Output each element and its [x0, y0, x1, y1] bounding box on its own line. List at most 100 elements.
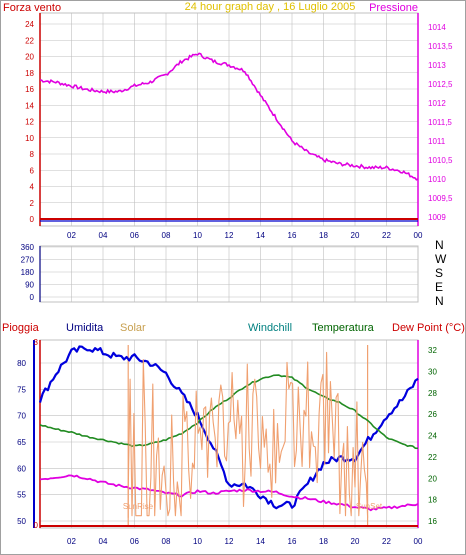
top-hour-axis: 02 04 06 08 10 12 14 16 18 20 22 00: [67, 231, 423, 240]
dewpoint-line: [39, 474, 419, 512]
compass-label: E: [435, 280, 443, 294]
temperature-tick-label: 32: [428, 346, 437, 355]
temperature-tick-label: 28: [428, 389, 437, 398]
top-hour-tick-label: 20: [351, 231, 360, 240]
top-right-tick-label: 1010,5: [428, 156, 453, 165]
top-left-tick-label: 24: [25, 20, 34, 29]
bottom-legend-label: Dew Point (°C): [392, 322, 465, 334]
humidity-tick-label: 55: [17, 491, 26, 500]
compass-label: S: [435, 266, 443, 280]
bottom-hour-tick-label: 10: [193, 537, 202, 546]
top-left-tick-label: 14: [25, 101, 34, 110]
top-left-tick-label: 22: [25, 36, 34, 45]
top-right-tick-label: 1010: [428, 175, 446, 184]
mid-left-tick-label: 270: [21, 256, 35, 265]
top-right-tick-label: 1009,5: [428, 194, 453, 203]
top-hour-tick-label: 08: [162, 231, 171, 240]
temperature-tick-label: 16: [428, 517, 437, 526]
top-right-axis: 1009 1009,5 1010 1010,5 1011 1011,5 1012 1012,5…: [428, 23, 453, 222]
rain-axis: 30: [34, 338, 39, 530]
humidity-line: [38, 345, 419, 510]
top-right-tick-label: 1011: [428, 137, 446, 146]
temperature-tick-label: 20: [428, 474, 437, 483]
humidity-tick-label: 60: [17, 464, 26, 473]
bottom-hour-tick-label: 14: [256, 537, 265, 546]
top-right-tick-label: 1013,5: [428, 42, 453, 51]
temperature-tick-label: 18: [428, 496, 437, 505]
top-right-tick-label: 1014: [428, 23, 446, 32]
top-hour-tick-label: 00: [414, 231, 423, 240]
bottom-right-axis: 16 18 20 22 24 26 28 30 32: [428, 346, 437, 526]
compass-label: W: [435, 252, 447, 266]
compass-label: N: [435, 294, 444, 308]
mid-left-axis: 0 90 180 270 360: [21, 243, 35, 302]
temperature-tick-label: 30: [428, 367, 437, 376]
top-left-tick-label: 2: [30, 199, 35, 208]
bottom-hour-tick-label: 18: [319, 537, 328, 546]
bottom-hour-tick-label: 20: [351, 537, 360, 546]
sunset-label: SunSet: [356, 502, 383, 511]
bottom-hour-tick-label: 16: [288, 537, 297, 546]
humidity-tick-label: 50: [17, 517, 26, 526]
top-hour-tick-label: 16: [288, 231, 297, 240]
bottom-legend-label: Pioggia: [2, 322, 40, 334]
mid-left-tick-label: 0: [30, 293, 35, 302]
mid-left-tick-label: 90: [25, 281, 34, 290]
bottom-legend: Pioggia Umidita Solar Windchill Temperatura D…: [2, 322, 465, 334]
bottom-hour-tick-label: 22: [382, 537, 391, 546]
bottom-hour-tick-label: 08: [162, 537, 171, 546]
top-left-tick-label: 0: [30, 215, 35, 224]
top-left-tick-label: 16: [25, 85, 34, 94]
top-left-tick-label: 20: [25, 53, 34, 62]
compass-label: N: [435, 238, 444, 252]
top-hour-tick-label: 22: [382, 231, 391, 240]
top-right-tick-label: 1011,5: [428, 118, 452, 127]
bottom-hour-tick-label: 04: [99, 537, 108, 546]
pressure-line: [40, 52, 419, 181]
bottom-legend-label: Solar: [120, 322, 146, 334]
top-hour-tick-label: 04: [99, 231, 108, 240]
wind-strength-label: Forza vento: [3, 2, 61, 14]
top-left-tick-label: 4: [30, 183, 35, 192]
temperature-line: [39, 374, 419, 450]
humidity-tick-label: 80: [17, 359, 26, 368]
top-series: [40, 52, 419, 222]
rain-tick-label: 3: [34, 338, 39, 347]
top-right-tick-label: 1012: [428, 99, 446, 108]
bottom-series: [38, 345, 419, 527]
top-left-tick-label: 6: [30, 166, 35, 175]
solar-line: [127, 351, 369, 518]
top-hour-tick-label: 14: [256, 231, 265, 240]
bottom-hour-tick-label: 12: [225, 537, 234, 546]
mid-left-tick-label: 360: [21, 243, 35, 252]
top-hour-tick-label: 02: [67, 231, 76, 240]
bottom-legend-label: Windchill: [248, 322, 292, 334]
temperature-tick-label: 22: [428, 453, 437, 462]
mid-left-tick-label: 180: [21, 268, 35, 277]
top-left-tick-label: 18: [25, 69, 34, 78]
bottom-grid: [33, 340, 419, 528]
top-left-tick-label: 12: [25, 118, 34, 127]
top-hour-tick-label: 06: [130, 231, 139, 240]
chart-title: 24 hour graph day , 16 Luglio 2005: [185, 1, 356, 13]
bottom-hour-tick-label: 06: [130, 537, 139, 546]
bottom-hour-axis: 02 04 06 08 10 12 14 16 18 20 22 00: [67, 537, 423, 546]
top-hour-tick-label: 18: [319, 231, 328, 240]
mid-grid: [39, 246, 419, 302]
pressure-label: Pressione: [369, 2, 418, 14]
bottom-left-axis: 50 55 60 65 70 75 80: [17, 359, 26, 526]
temperature-tick-label: 26: [428, 410, 437, 419]
top-left-tick-label: 10: [25, 134, 34, 143]
top-hour-tick-label: 10: [193, 231, 202, 240]
bottom-hour-tick-label: 02: [67, 537, 76, 546]
rain-tick-label: 0: [34, 521, 39, 530]
temperature-tick-label: 24: [428, 432, 437, 441]
humidity-tick-label: 70: [17, 412, 26, 421]
top-left-tick-label: 8: [30, 150, 35, 159]
top-hour-tick-label: 12: [225, 231, 234, 240]
